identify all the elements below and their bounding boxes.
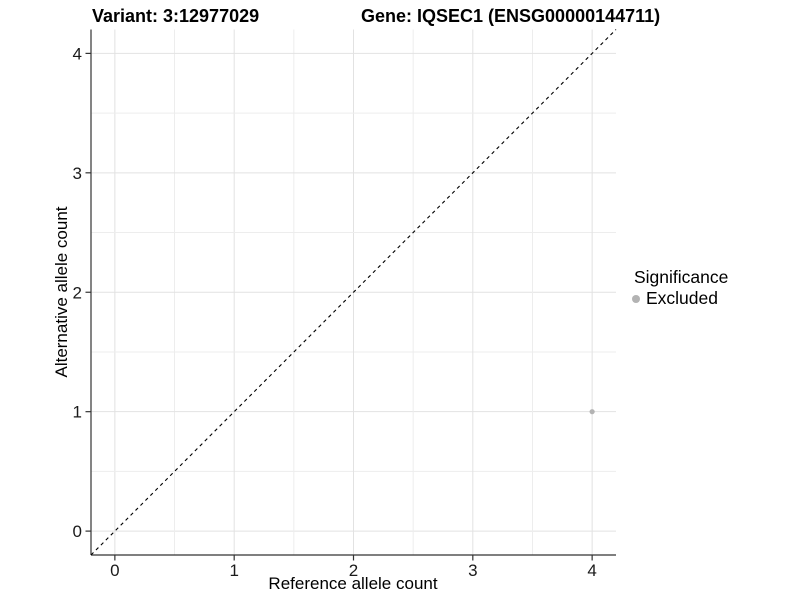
y-tick-label: 3	[73, 164, 82, 183]
legend-entry-label: Excluded	[646, 288, 718, 308]
plot-title-variant: Variant: 3:12977029	[92, 6, 260, 26]
y-axis-title: Alternative allele count	[52, 206, 71, 378]
legend-entries: Excluded	[632, 289, 728, 308]
x-tick-label: 1	[229, 561, 238, 580]
x-axis-title: Reference allele count	[268, 574, 438, 593]
legend: Significance Excluded	[632, 267, 728, 308]
x-tick-label: 0	[110, 561, 119, 580]
y-tick-label: 2	[73, 283, 82, 302]
plot-title-gene: Gene: IQSEC1 (ENSG00000144711)	[361, 6, 661, 26]
x-tick-label: 4	[587, 561, 596, 580]
legend-dot-icon	[632, 294, 640, 303]
identity-line	[90, 29, 617, 556]
x-tick-label: 3	[468, 561, 477, 580]
data-point	[589, 409, 595, 415]
legend-title: Significance	[634, 267, 729, 287]
y-tick-label: 0	[73, 522, 82, 541]
y-tick-label: 4	[73, 44, 82, 63]
legend-entry: Excluded	[632, 289, 728, 308]
y-tick-label: 1	[73, 403, 82, 422]
x-tick-label: 2	[349, 561, 358, 580]
